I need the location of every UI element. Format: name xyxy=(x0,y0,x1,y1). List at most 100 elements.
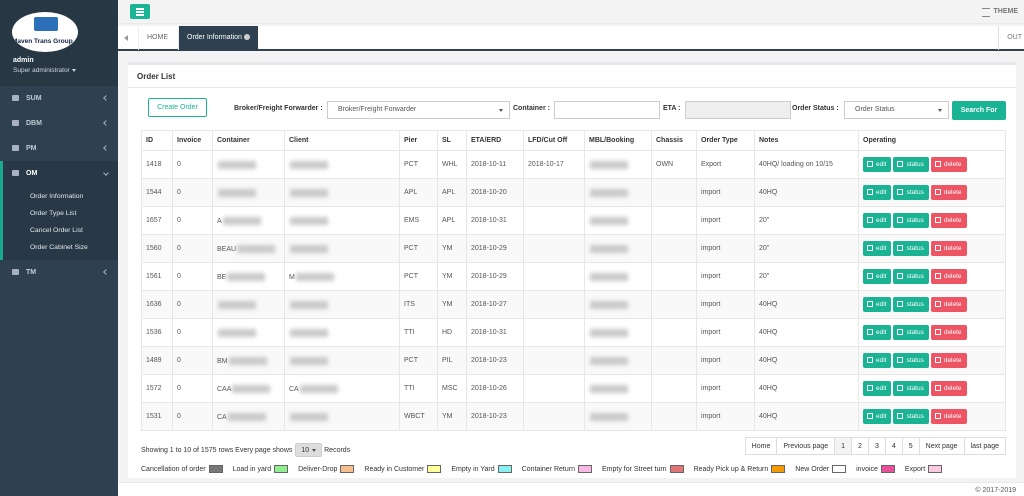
blurred-value xyxy=(222,216,261,225)
logout[interactable]: OUT xyxy=(998,26,1024,50)
container-input[interactable] xyxy=(554,101,660,119)
table-cell: 0 xyxy=(172,150,213,179)
search-button[interactable]: Search For xyxy=(952,101,1006,120)
table-cell xyxy=(584,374,652,403)
status-legend: Cancellation of order Load in yard Deliver… xyxy=(141,465,952,473)
column-header: Notes xyxy=(754,130,859,151)
page-button[interactable]: 3 xyxy=(867,437,886,455)
action-button[interactable]: edit xyxy=(863,409,892,424)
action-button[interactable]: status xyxy=(893,353,929,368)
action-button[interactable]: delete xyxy=(930,241,967,256)
broker-select[interactable]: Broker/Freight Forwarder xyxy=(327,101,510,119)
table-cell: OWN xyxy=(651,150,697,179)
cell-text: 1544 xyxy=(146,189,162,196)
status-select[interactable]: Order Status xyxy=(844,101,949,119)
table-cell: 40HQ/ loading on 10/15 xyxy=(754,150,859,179)
action-button[interactable]: status xyxy=(893,241,929,256)
table-cell xyxy=(212,318,285,347)
cell-text: 40HQ xyxy=(759,413,778,420)
tab-active[interactable]: Order Information xyxy=(178,26,258,50)
table-cell: 40HQ xyxy=(754,318,859,347)
menu-label: PM xyxy=(26,145,37,152)
action-button[interactable]: edit xyxy=(863,241,892,256)
submenu-item[interactable]: Order Cabinet Size xyxy=(30,244,88,251)
submenu-item[interactable]: Cancel Order List xyxy=(30,227,83,234)
legend-swatch xyxy=(577,465,592,473)
action-button[interactable]: delete xyxy=(930,297,967,312)
table-cell xyxy=(284,206,400,235)
table-cell: CA xyxy=(284,374,400,403)
table-cell: 0 xyxy=(172,346,213,375)
action-button[interactable]: delete xyxy=(930,213,967,228)
action-button[interactable]: edit xyxy=(863,269,892,284)
table-cell: A xyxy=(212,206,285,235)
column-header: ID xyxy=(141,130,173,151)
menu-item[interactable]: TM xyxy=(0,260,118,285)
action-button[interactable]: edit xyxy=(863,213,892,228)
tab[interactable]: HOME xyxy=(138,26,176,50)
page-button[interactable]: 4 xyxy=(884,437,903,455)
legend-swatch xyxy=(274,465,289,473)
action-button[interactable]: status xyxy=(893,381,929,396)
sidebar-header: Maven Trans Group admin Super administra… xyxy=(0,0,118,86)
page-button[interactable]: 5 xyxy=(901,437,920,455)
submenu-item[interactable]: Order Type List xyxy=(30,210,77,217)
action-button[interactable]: delete xyxy=(930,269,967,284)
action-button[interactable]: status xyxy=(893,297,929,312)
menu-item[interactable]: PM xyxy=(0,136,118,161)
table-cell: PCT xyxy=(399,234,438,263)
page-button[interactable]: Home xyxy=(744,437,778,455)
action-button[interactable]: delete xyxy=(930,325,967,340)
cell-text: Export xyxy=(701,161,722,168)
action-button[interactable]: edit xyxy=(863,325,892,340)
table-row: 1531 0 CA WBCT YM 2018-10-23 import 40HQ edit sta… xyxy=(141,402,1006,431)
cell-text: A xyxy=(217,217,222,225)
menu-item[interactable]: DBM xyxy=(0,111,118,136)
action-button[interactable]: delete xyxy=(930,157,967,172)
create-order-button[interactable]: Create Order xyxy=(148,98,207,117)
page-button[interactable]: Next page xyxy=(918,437,965,455)
page-button[interactable]: 1 xyxy=(834,437,853,455)
table-cell: BE xyxy=(212,262,285,291)
table-cell: 1657 xyxy=(141,206,173,235)
action-button[interactable]: status xyxy=(893,269,929,284)
menu-icon xyxy=(12,269,19,275)
page-button[interactable]: Previous page xyxy=(776,437,836,455)
action-button[interactable]: delete xyxy=(930,185,967,200)
action-button[interactable]: delete xyxy=(930,353,967,368)
menu-toggle[interactable] xyxy=(130,4,150,19)
footer xyxy=(118,482,1024,496)
table-cell xyxy=(284,234,400,263)
action-button[interactable]: edit xyxy=(863,381,892,396)
eta-input[interactable] xyxy=(685,101,791,119)
menu-item[interactable]: OM xyxy=(0,161,118,186)
submenu-item[interactable]: Order Information xyxy=(30,193,84,200)
page-button[interactable]: last page xyxy=(963,437,1006,455)
page-size-select[interactable]: 10 xyxy=(295,443,323,457)
action-button[interactable]: edit xyxy=(863,185,892,200)
action-button[interactable]: status xyxy=(893,185,929,200)
menu-item[interactable]: SUM xyxy=(0,86,118,111)
blurred-value xyxy=(290,328,328,337)
action-button[interactable]: delete xyxy=(930,381,967,396)
table-cell: 2018-10-17 xyxy=(523,150,585,179)
theme-button[interactable]: THEME xyxy=(981,8,1018,17)
user-role[interactable]: Super administrator xyxy=(13,67,76,74)
page-button[interactable]: 2 xyxy=(851,437,869,455)
cell-text: APL xyxy=(442,217,456,224)
action-button[interactable]: status xyxy=(893,325,929,340)
action-button[interactable]: status xyxy=(893,409,929,424)
action-button[interactable]: status xyxy=(893,213,929,228)
table-cell: edit status delete xyxy=(858,374,1006,403)
action-button[interactable]: edit xyxy=(863,353,892,368)
blurred-value xyxy=(590,216,628,225)
action-button[interactable]: edit xyxy=(863,157,892,172)
action-button[interactable]: delete xyxy=(930,409,967,424)
table-cell: 40HQ xyxy=(754,374,859,403)
table-cell: 0 xyxy=(172,234,213,263)
table-row: 1572 0 CAA CA TTI MSC 2018-10-26 import 40HQ edit… xyxy=(141,374,1006,403)
blurred-value xyxy=(290,244,328,253)
action-button[interactable]: status xyxy=(893,157,929,172)
action-button[interactable]: edit xyxy=(863,297,892,312)
cell-text: 2018-10-23 xyxy=(471,357,507,364)
